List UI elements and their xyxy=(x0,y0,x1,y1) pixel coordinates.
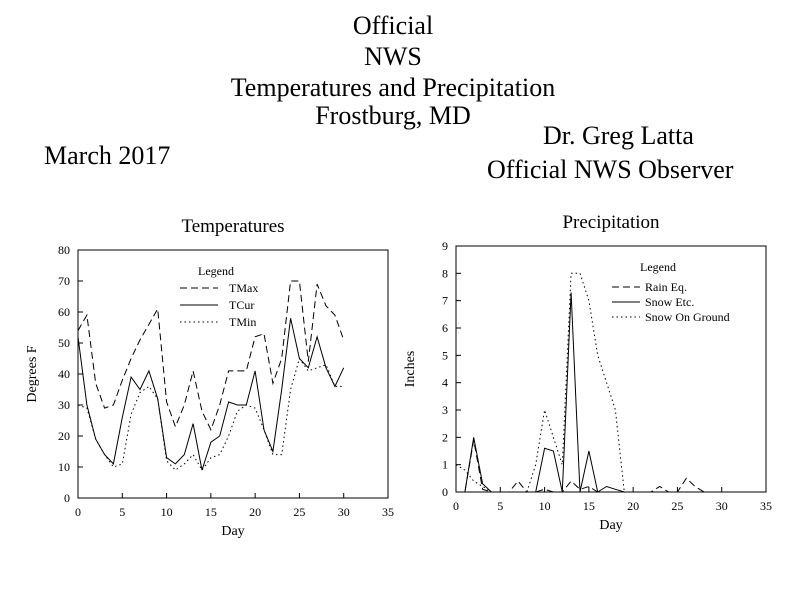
y-tick-label: 5 xyxy=(442,348,448,362)
observer-title: Official NWS Observer xyxy=(487,155,734,184)
x-tick-label: 10 xyxy=(539,499,551,513)
x-tick-label: 35 xyxy=(382,505,394,519)
month-label: March 2017 xyxy=(44,141,171,170)
series-line-1 xyxy=(77,280,345,432)
x-tick-label: 5 xyxy=(119,505,125,519)
series-line-3 xyxy=(77,357,344,472)
x-tick-label: 25 xyxy=(293,505,305,519)
y-tick-label: 10 xyxy=(58,460,70,474)
y-tick-label: 60 xyxy=(58,305,70,319)
y-tick-label: 8 xyxy=(442,266,448,280)
y-tick-label: 9 xyxy=(442,239,448,253)
y-axis-label: Degrees F xyxy=(25,345,40,402)
series-line-3 xyxy=(455,272,722,493)
plot-frame xyxy=(455,245,767,493)
y-tick-label: 40 xyxy=(58,367,70,381)
x-tick-label: 20 xyxy=(249,505,261,519)
x-tick-label: 30 xyxy=(338,505,350,519)
legend-label-3: TMin xyxy=(229,315,256,329)
y-tick-label: 4 xyxy=(442,376,448,390)
x-tick-label: 0 xyxy=(453,499,459,513)
y-tick-label: 70 xyxy=(58,274,70,288)
y-tick-label: 0 xyxy=(64,491,70,505)
y-tick-label: 20 xyxy=(58,429,70,443)
legend-label-1: Rain Eq. xyxy=(645,280,687,294)
observer-name: Dr. Greg Latta xyxy=(543,121,694,150)
x-axis-label: Day xyxy=(221,524,244,539)
page-title-line-2: NWS xyxy=(364,42,422,71)
x-tick-label: 25 xyxy=(671,499,683,513)
legend-label-2: TCur xyxy=(229,298,254,312)
legend-title: Legend xyxy=(198,264,234,278)
y-tick-label: 1 xyxy=(442,458,448,472)
legend-label-3: Snow On Ground xyxy=(645,310,730,324)
x-tick-label: 10 xyxy=(161,505,173,519)
legend-label-1: TMax xyxy=(229,281,258,295)
y-tick-label: 2 xyxy=(442,430,448,444)
y-axis-label: Inches xyxy=(403,351,418,388)
x-tick-label: 20 xyxy=(627,499,639,513)
y-tick-label: 30 xyxy=(58,398,70,412)
series-line-1 xyxy=(456,440,722,493)
y-tick-label: 80 xyxy=(58,243,70,257)
x-tick-label: 30 xyxy=(716,499,728,513)
legend-title: Legend xyxy=(640,260,676,274)
x-tick-label: 15 xyxy=(583,499,595,513)
x-tick-label: 0 xyxy=(75,505,81,519)
page-title-line-3: Temperatures and Precipitation xyxy=(230,73,556,102)
chart-title: Temperatures xyxy=(181,216,284,237)
y-tick-label: 7 xyxy=(442,294,448,308)
y-tick-label: 6 xyxy=(442,321,448,335)
x-tick-label: 15 xyxy=(205,505,217,519)
x-axis-label: Day xyxy=(599,518,622,533)
y-tick-label: 50 xyxy=(58,336,70,350)
page-title-line-4: Frostburg, MD xyxy=(315,101,471,130)
chart-title: Precipitation xyxy=(562,212,660,233)
page-title-line-1: Official xyxy=(352,11,434,40)
x-tick-label: 5 xyxy=(497,499,503,513)
y-tick-label: 0 xyxy=(442,485,448,499)
x-tick-label: 35 xyxy=(760,499,772,513)
y-tick-label: 3 xyxy=(442,403,448,417)
legend-label-2: Snow Etc. xyxy=(645,295,694,309)
